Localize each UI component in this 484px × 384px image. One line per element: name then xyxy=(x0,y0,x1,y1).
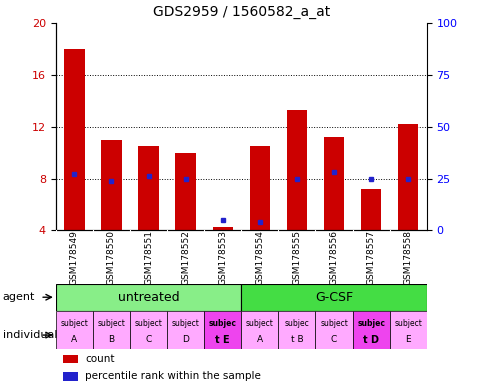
Text: individual: individual xyxy=(3,330,57,340)
Bar xyxy=(249,146,270,230)
Bar xyxy=(101,140,121,230)
Bar xyxy=(315,311,352,349)
Text: B: B xyxy=(108,335,114,344)
Text: D: D xyxy=(182,335,189,344)
Text: GSM178550: GSM178550 xyxy=(106,230,116,285)
Text: GSM178553: GSM178553 xyxy=(218,230,227,285)
Bar xyxy=(212,227,232,230)
Text: GSM178552: GSM178552 xyxy=(181,230,190,285)
Text: subject: subject xyxy=(60,319,88,328)
Bar xyxy=(278,311,315,349)
Text: t D: t D xyxy=(363,335,378,345)
Bar xyxy=(93,311,130,349)
Text: subjec: subjec xyxy=(208,319,236,328)
Bar xyxy=(175,152,196,230)
Text: C: C xyxy=(330,335,336,344)
Text: subject: subject xyxy=(135,319,162,328)
Bar xyxy=(286,110,306,230)
Text: GSM178555: GSM178555 xyxy=(292,230,301,285)
Text: A: A xyxy=(256,335,262,344)
Text: count: count xyxy=(85,354,115,364)
Text: agent: agent xyxy=(3,292,35,302)
Text: subject: subject xyxy=(171,319,199,328)
Text: subject: subject xyxy=(393,319,421,328)
Text: subject: subject xyxy=(245,319,273,328)
Text: subjec: subjec xyxy=(284,319,309,328)
Bar xyxy=(397,124,418,230)
Text: A: A xyxy=(71,335,77,344)
Bar xyxy=(352,311,389,349)
Bar xyxy=(63,372,78,381)
Text: untreated: untreated xyxy=(118,291,179,304)
Text: GSM178558: GSM178558 xyxy=(403,230,412,285)
Bar xyxy=(389,311,426,349)
Bar xyxy=(360,189,380,230)
Text: GSM178556: GSM178556 xyxy=(329,230,338,285)
Text: GSM178549: GSM178549 xyxy=(70,230,79,285)
Text: t B: t B xyxy=(290,335,302,344)
Text: subject: subject xyxy=(97,319,125,328)
Text: G-CSF: G-CSF xyxy=(314,291,352,304)
Bar xyxy=(56,284,241,311)
Text: t E: t E xyxy=(215,335,229,345)
Bar xyxy=(166,311,204,349)
Bar xyxy=(63,355,78,363)
Text: C: C xyxy=(145,335,151,344)
Bar xyxy=(204,311,241,349)
Bar xyxy=(241,311,278,349)
Text: E: E xyxy=(405,335,410,344)
Bar xyxy=(130,311,166,349)
Bar xyxy=(138,146,158,230)
Text: GSM178551: GSM178551 xyxy=(144,230,153,285)
Bar xyxy=(241,284,426,311)
Text: percentile rank within the sample: percentile rank within the sample xyxy=(85,371,261,381)
Bar xyxy=(323,137,344,230)
Bar xyxy=(64,49,84,230)
Text: subjec: subjec xyxy=(356,319,384,328)
Bar xyxy=(56,311,93,349)
Text: GSM178554: GSM178554 xyxy=(255,230,264,285)
Text: GSM178557: GSM178557 xyxy=(366,230,375,285)
Text: subject: subject xyxy=(319,319,347,328)
Title: GDS2959 / 1560582_a_at: GDS2959 / 1560582_a_at xyxy=(152,5,329,19)
